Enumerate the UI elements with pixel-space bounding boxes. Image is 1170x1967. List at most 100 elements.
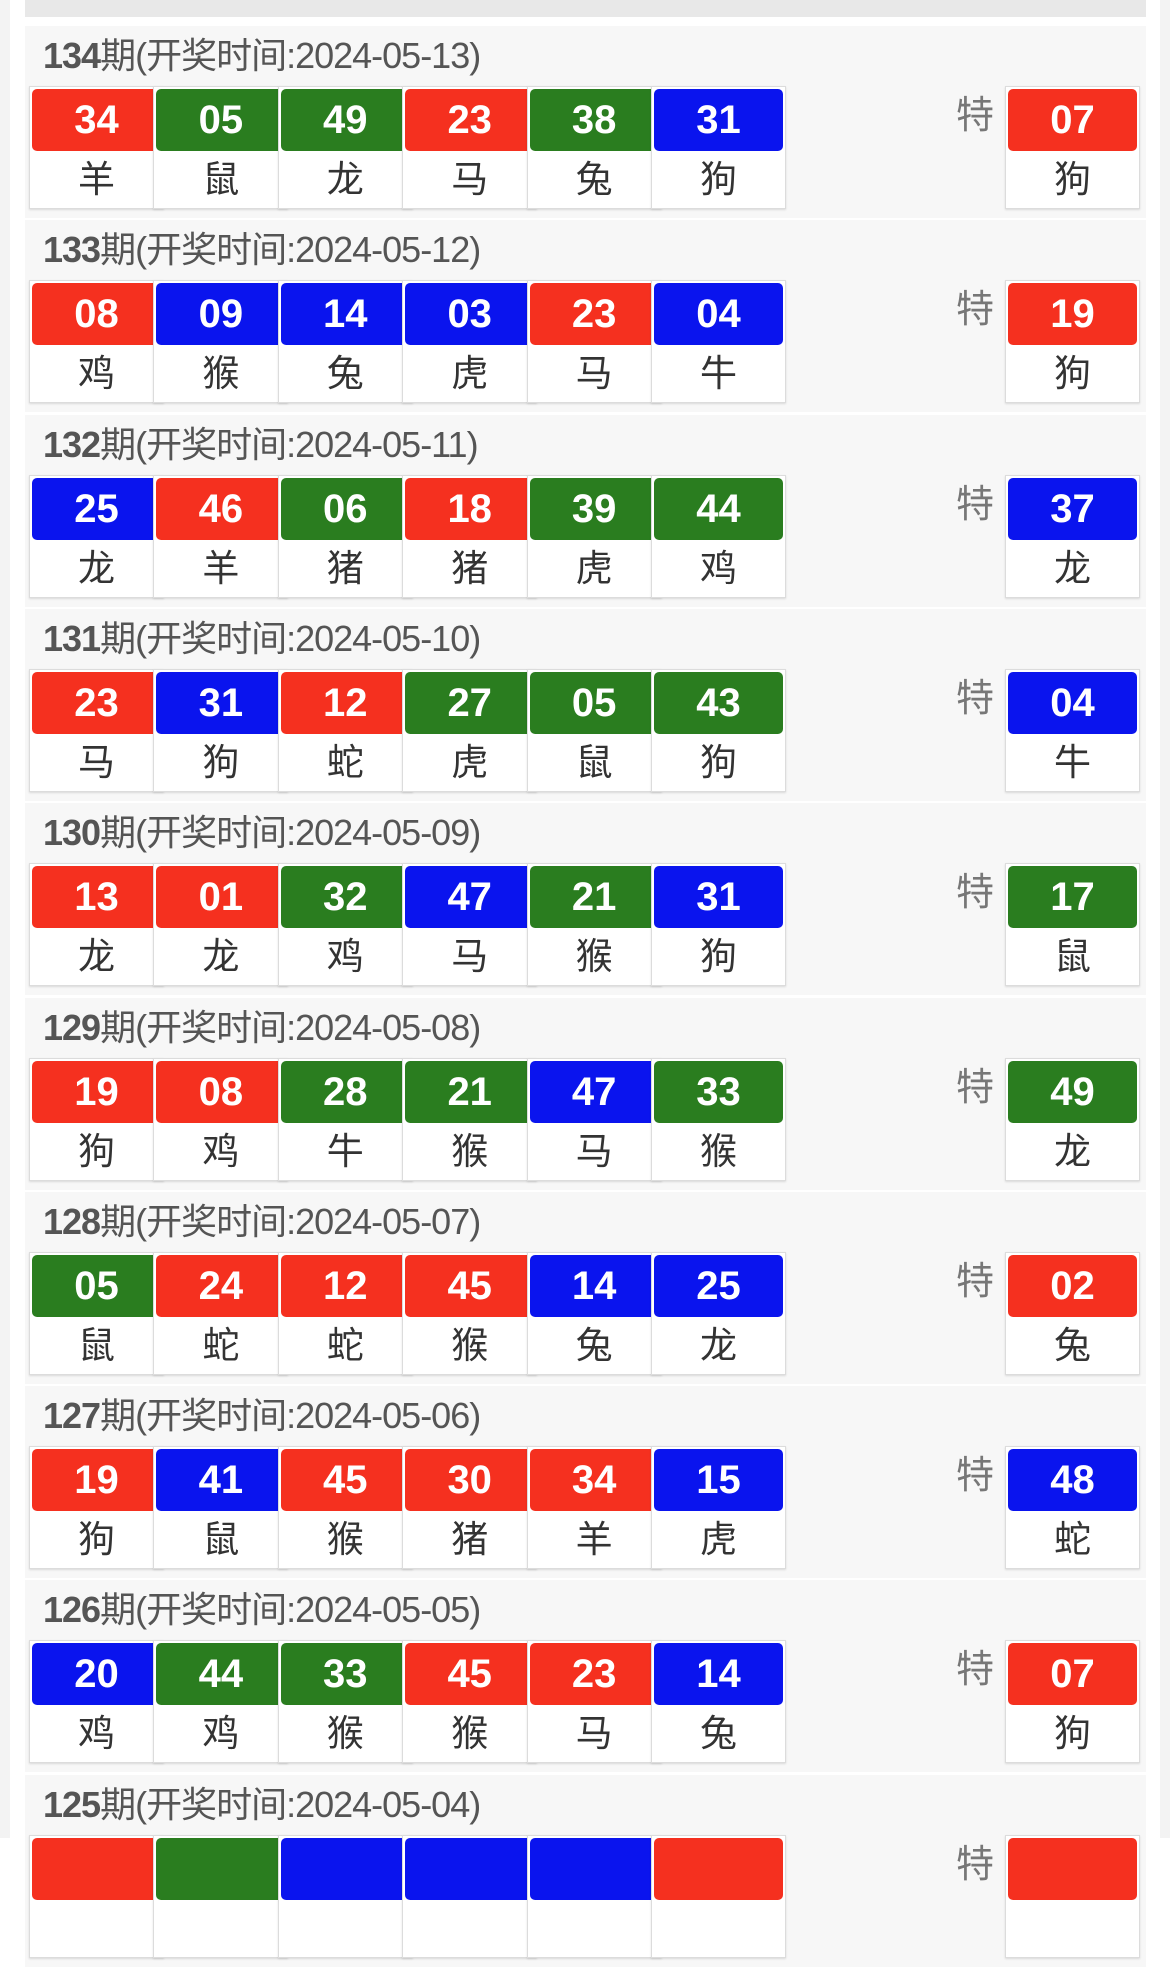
ball-number: 06 xyxy=(280,477,410,540)
header-suffix: ) xyxy=(469,617,481,659)
zodiac-label: 兔 xyxy=(326,353,364,395)
number-cell: 15 虎 xyxy=(651,1446,786,1570)
number-cell: 05 鼠 xyxy=(526,668,662,792)
issue-number: 125 xyxy=(43,1783,101,1825)
zodiac-label: 羊 xyxy=(78,159,115,200)
zodiac-label: 兔 xyxy=(1054,1324,1091,1366)
ball-number xyxy=(280,1837,410,1900)
zodiac-label: 鸡 xyxy=(202,1130,240,1172)
number-cell: 44 鸡 xyxy=(651,474,786,598)
zodiac-label: 猪 xyxy=(326,547,364,589)
zodiac-label: 马 xyxy=(575,353,613,395)
number-cell: 20 鸡 xyxy=(29,1640,164,1764)
number-cell: 45 猴 xyxy=(402,1640,538,1764)
zodiac-label: 狗 xyxy=(700,936,737,978)
zodiac-label: 狗 xyxy=(1054,353,1091,395)
zodiac-label xyxy=(30,1900,163,1958)
zodiac-label: 龙 xyxy=(1054,1130,1091,1172)
ball-number: 39 xyxy=(529,477,659,540)
number-cell: 24 蛇 xyxy=(153,1251,289,1375)
number-cell: 04 牛 xyxy=(651,280,786,404)
header-suffix: ) xyxy=(469,1395,481,1437)
ball-number: 09 xyxy=(156,283,286,346)
ball-number: 30 xyxy=(405,1449,535,1512)
number-cell: 12 蛇 xyxy=(277,1251,413,1375)
header-suffix: ) xyxy=(469,1783,481,1825)
special-label: 特 xyxy=(955,1649,994,1692)
number-cell: 05 鼠 xyxy=(29,1251,164,1375)
special-number-cell: 19 狗 xyxy=(1005,280,1140,404)
draw-date: 2024-05-13 xyxy=(295,35,470,76)
zodiac-label: 猴 xyxy=(575,936,613,978)
zodiac-label: 龙 xyxy=(78,936,115,978)
draw-header: 131期(开奖时间:2024-05-10) xyxy=(43,613,481,665)
ball-number: 45 xyxy=(405,1643,535,1706)
ball-number: 44 xyxy=(156,1643,286,1706)
header-prefix: 期(开奖时间: xyxy=(100,423,296,465)
ball-number: 38 xyxy=(529,89,659,151)
zodiac-label: 虎 xyxy=(575,547,613,589)
number-cell xyxy=(526,1834,662,1958)
zodiac-label: 猪 xyxy=(451,1519,489,1561)
number-cell: 46 羊 xyxy=(153,474,289,598)
zodiac-label: 狗 xyxy=(78,1130,115,1172)
ball-number: 25 xyxy=(32,477,161,540)
zodiac-label: 狗 xyxy=(78,1519,115,1561)
ball-number: 34 xyxy=(529,1449,659,1512)
zodiac-label: 龙 xyxy=(700,1324,737,1366)
ball-number: 14 xyxy=(654,1643,783,1706)
ball-number: 31 xyxy=(156,671,286,734)
header-suffix: ) xyxy=(466,423,479,465)
draw-header: 134期(开奖时间:2024-05-13) xyxy=(43,30,481,82)
number-cell: 14 兔 xyxy=(526,1251,662,1375)
page-edge-right xyxy=(1160,0,1170,1838)
number-cell: 14 兔 xyxy=(651,1640,786,1764)
ball-number: 21 xyxy=(529,866,659,929)
draw-header: 127期(开奖时间:2024-05-06) xyxy=(43,1390,481,1442)
ball-number: 12 xyxy=(280,671,410,734)
zodiac-label: 龙 xyxy=(1054,547,1091,589)
number-cell: 23 马 xyxy=(526,280,662,404)
number-cell: 21 猴 xyxy=(402,1057,538,1181)
draw-record: 133期(开奖时间:2024-05-12) 08 鸡 09 猴 14 兔 03 虎 23 马 04 牛 特… xyxy=(25,220,1146,413)
zodiac-label: 马 xyxy=(575,1130,613,1172)
ball-number: 23 xyxy=(529,1643,659,1706)
ball-number: 17 xyxy=(1008,866,1137,929)
header-prefix: 期(开奖时间: xyxy=(100,229,296,271)
zodiac-label: 鸡 xyxy=(78,1713,115,1755)
zodiac-label: 龙 xyxy=(202,936,240,978)
special-number-cell: 49 龙 xyxy=(1005,1057,1140,1181)
ball-number: 02 xyxy=(1008,1254,1137,1317)
draw-date: 2024-05-10 xyxy=(295,617,470,659)
draw-record: 130期(开奖时间:2024-05-09) 13 龙 01 龙 32 鸡 47 马 21 猴 31 狗 特… xyxy=(25,803,1146,996)
issue-number: 129 xyxy=(43,1006,101,1048)
zodiac-label: 鸡 xyxy=(202,1713,240,1755)
draw-date: 2024-05-08 xyxy=(295,1006,470,1048)
zodiac-label: 鼠 xyxy=(1054,936,1091,978)
ball-number: 12 xyxy=(280,1254,410,1317)
zodiac-label: 猴 xyxy=(451,1713,489,1755)
number-cell: 47 马 xyxy=(526,1057,662,1181)
zodiac-label: 狗 xyxy=(700,741,737,783)
draw-record: 125期(开奖时间:2024-05-04) 特 xyxy=(25,1774,1146,1967)
header-suffix: ) xyxy=(469,229,481,271)
number-cell: 12 蛇 xyxy=(277,668,413,792)
special-label: 特 xyxy=(955,1260,994,1303)
number-cell: 18 猪 xyxy=(402,474,538,598)
number-cell: 21 猴 xyxy=(526,863,662,987)
ball-number: 31 xyxy=(654,866,783,929)
number-cell: 31 狗 xyxy=(153,668,289,792)
issue-number: 132 xyxy=(43,423,101,465)
zodiac-label: 马 xyxy=(78,741,115,783)
number-cell: 47 马 xyxy=(402,863,538,987)
number-cell: 41 鼠 xyxy=(153,1446,289,1570)
special-label: 特 xyxy=(955,95,994,137)
draw-header: 129期(开奖时间:2024-05-08) xyxy=(43,1002,481,1054)
draw-record: 126期(开奖时间:2024-05-05) 20 鸡 44 鸡 33 猴 45 猴 23 马 14 兔 特… xyxy=(25,1580,1146,1773)
zodiac-label: 鸡 xyxy=(78,353,115,395)
header-suffix: ) xyxy=(469,35,481,76)
draw-record: 129期(开奖时间:2024-05-08) 19 狗 08 鸡 28 牛 21 猴 47 马 33 猴 特… xyxy=(25,997,1146,1190)
ball-number: 49 xyxy=(1008,1060,1137,1123)
number-cell: 23 马 xyxy=(29,668,164,792)
number-cell: 34 羊 xyxy=(526,1446,662,1570)
